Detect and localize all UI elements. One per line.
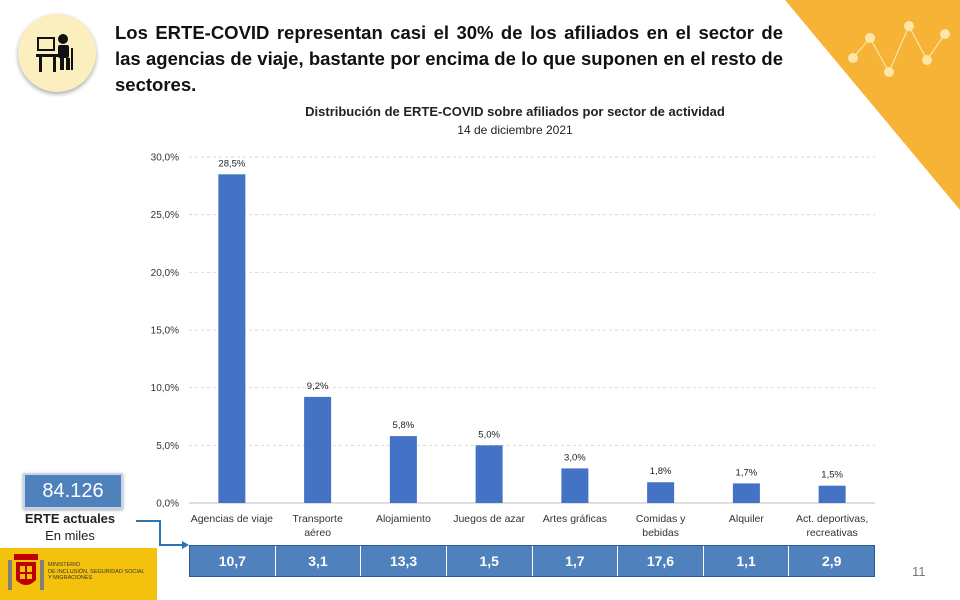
chart-subtitle: 14 de diciembre 2021 xyxy=(457,123,573,137)
x-tick-label: aéreo xyxy=(304,527,331,539)
x-tick-label: Transporte xyxy=(292,513,343,525)
erte-total-box: 84.126 xyxy=(23,473,123,509)
icon-badge xyxy=(18,14,96,92)
erte-value-cell: 13,3 xyxy=(361,546,447,576)
erte-unit: En miles xyxy=(45,528,95,543)
x-tick-label: Juegos de azar xyxy=(453,513,525,525)
headline: Los ERTE-COVID representan casi el 30% d… xyxy=(115,22,783,95)
bar xyxy=(561,468,589,503)
x-tick-label: Agencias de viaje xyxy=(191,513,273,525)
y-tick-label: 0,0% xyxy=(156,499,179,510)
y-tick-label: 25,0% xyxy=(151,210,179,221)
ministry-logo-line: MINISTERIO xyxy=(48,562,81,568)
bar xyxy=(818,485,846,503)
chart-title: Distribución de ERTE-COVID sobre afiliad… xyxy=(305,104,725,119)
erte-total-value: 84.126 xyxy=(42,479,104,502)
page-number: 11 xyxy=(912,564,926,579)
x-tick-label: recreativas xyxy=(806,527,857,539)
y-tick-label: 5,0% xyxy=(156,441,179,452)
data-label: 28,5% xyxy=(218,158,245,169)
y-tick-label: 10,0% xyxy=(151,383,179,394)
data-label: 9,2% xyxy=(307,381,329,392)
erte-value-cell: 17,6 xyxy=(618,546,704,576)
data-label: 5,0% xyxy=(478,429,500,440)
bar xyxy=(475,445,503,503)
erte-value-cell: 1,5 xyxy=(447,546,533,576)
bar xyxy=(218,174,246,504)
erte-value-cell: 1,7 xyxy=(533,546,619,576)
data-label: 1,7% xyxy=(736,467,758,478)
data-label: 3,0% xyxy=(564,452,586,463)
x-tick-label: Alquiler xyxy=(729,513,765,525)
x-tick-label: Act. deportivas, xyxy=(796,513,868,525)
erte-value-cell: 1,1 xyxy=(704,546,790,576)
erte-value-cell: 3,1 xyxy=(276,546,362,576)
erte-value-cell: 2,9 xyxy=(821,553,842,569)
ministry-logo-line: Y MIGRACIONES xyxy=(48,575,93,581)
ministry-logo-line: DE INCLUSIÓN, SEGURIDAD SOCIAL xyxy=(48,568,145,575)
ministry-logo-text: MINISTERIO DE INCLUSIÓN, SEGURIDAD SOCIA… xyxy=(48,562,145,582)
y-tick-label: 30,0% xyxy=(151,153,179,164)
data-label: 1,5% xyxy=(821,470,843,481)
bar xyxy=(304,396,332,503)
erte-value-cell: 10,7 xyxy=(190,546,276,576)
y-tick-label: 20,0% xyxy=(151,268,179,279)
coat-of-arms-icon xyxy=(8,554,44,590)
x-tick-label: Alojamiento xyxy=(376,513,431,525)
erte-label: ERTE actuales xyxy=(24,511,116,526)
bar xyxy=(647,482,675,503)
x-tick-label: bebidas xyxy=(642,527,679,539)
data-label: 5,8% xyxy=(393,420,415,431)
connector-arrow-icon xyxy=(136,520,189,549)
bar xyxy=(732,483,760,503)
x-tick-label: Artes gráficas xyxy=(543,513,607,525)
erte-values-row: 10,7 3,1 13,3 1,5 1,7 17,6 1,1 2,9 xyxy=(189,545,875,577)
network-nodes-icon xyxy=(848,21,950,77)
y-tick-label: 15,0% xyxy=(151,326,179,337)
data-label: 1,8% xyxy=(650,466,672,477)
ministry-logo xyxy=(0,548,157,600)
bar xyxy=(389,436,417,503)
person-at-desk-icon xyxy=(36,34,73,72)
x-tick-label: Comidas y xyxy=(636,513,686,525)
